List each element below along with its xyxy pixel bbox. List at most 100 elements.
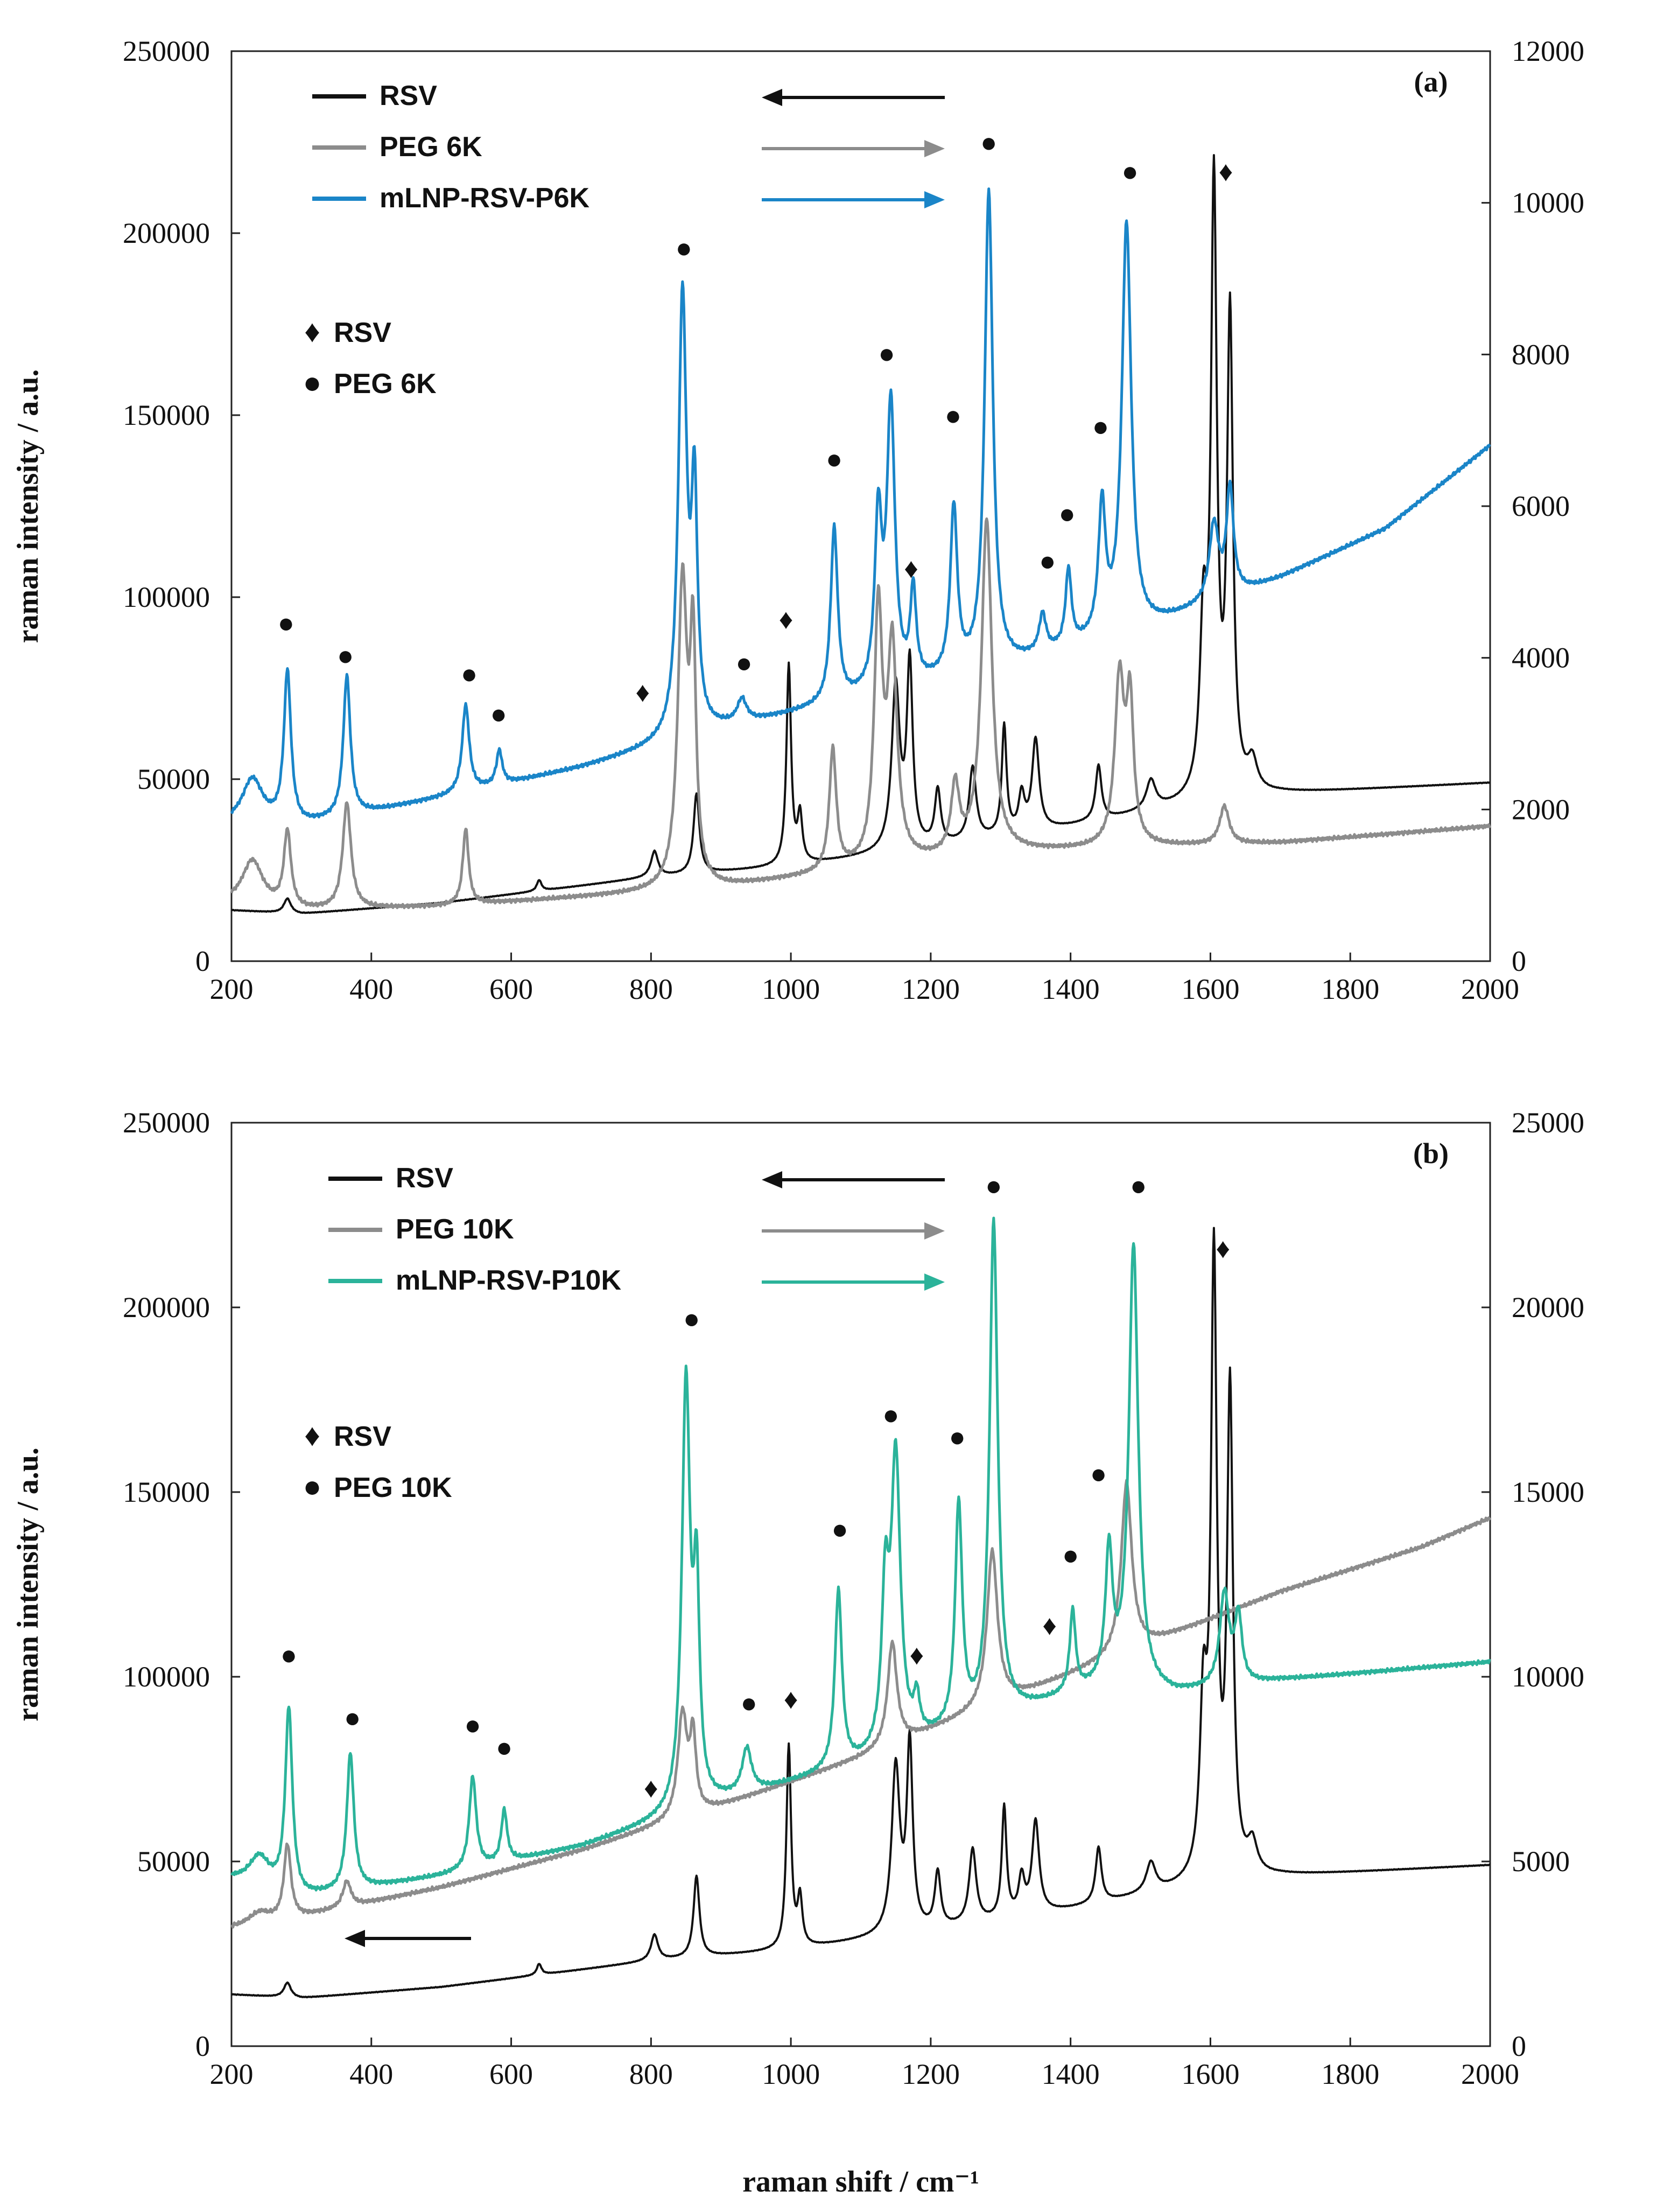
series-line-peg-6k	[230, 517, 1492, 909]
plot-frame	[230, 50, 1491, 962]
legend-rsv-label: RSV	[396, 1163, 453, 1194]
peg-peak-marker: ●	[337, 640, 354, 671]
y-axis-title: raman intensity / a.u.	[11, 1447, 45, 1721]
peg-peak-marker: ●	[740, 1688, 757, 1719]
x-tick-label: 1800	[1321, 973, 1379, 1005]
x-tick-label: 1200	[902, 2058, 960, 2090]
panel-label: (b)	[1413, 1137, 1449, 1170]
arrow-head	[924, 140, 945, 157]
marker-legend-symbol: ●	[303, 365, 321, 400]
peg-peak-marker: ●	[344, 1702, 361, 1733]
legend: RSV PEG 10K mLNP-RSV-P10K	[328, 1163, 945, 1296]
rsv-peak-marker: ♦	[1042, 1610, 1057, 1641]
y-right-tick-label: 25000	[1512, 1107, 1584, 1139]
marker-legend: ♦ RSV ● PEG 10K	[303, 1418, 452, 1504]
y-right-tick-label: 4000	[1512, 642, 1570, 674]
rsv-peak-marker: ♦	[910, 1640, 924, 1671]
y-right-tick-label: 20000	[1512, 1291, 1584, 1324]
series-line-mlnp-rsv-p6k	[230, 187, 1491, 819]
y-right-tick-label: 6000	[1512, 490, 1570, 522]
arrow-head	[762, 1171, 782, 1188]
rsv-peak-marker: ♦	[784, 1684, 798, 1715]
legend-rsv-label: RSV	[380, 80, 437, 111]
x-tick-label: 200	[210, 2058, 254, 2090]
peg-peak-marker: ●	[1092, 411, 1109, 442]
series-line-peg-10k	[230, 1479, 1492, 1929]
peg-peak-marker: ●	[945, 400, 961, 431]
legend-mlnp-rsv-p10k-label: mLNP-RSV-P10K	[396, 1265, 621, 1296]
y-right-tick-label: 2000	[1512, 793, 1570, 825]
legend-rsv-axis-arrow	[762, 1171, 945, 1188]
peg-peak-marker: ●	[1062, 1540, 1079, 1571]
peg-peak-marker: ●	[1090, 1459, 1107, 1490]
peg-peak-marker: ●	[980, 127, 997, 158]
peg-peak-marker: ●	[949, 1422, 966, 1453]
y-right-tick-label: 12000	[1512, 35, 1584, 67]
legend-mlnp-rsv-p6k-axis-arrow	[762, 191, 945, 208]
y-left-tick-label: 100000	[123, 581, 210, 613]
x-tick-label: 1000	[762, 2058, 820, 2090]
y-left-tick-label: 200000	[123, 217, 210, 249]
rsv-axis-arrow-inline	[345, 1930, 471, 1947]
peg-peak-marker: ●	[676, 233, 692, 264]
rsv-peak-marker: ♦	[779, 604, 794, 635]
x-tick-label: 2000	[1461, 973, 1519, 1005]
legend-mlnp-rsv-p6k-label: mLNP-RSV-P6K	[380, 183, 590, 214]
x-tick-label: 800	[629, 2058, 673, 2090]
peg-peak-marker: ●	[831, 1514, 848, 1545]
peg-peak-marker: ●	[278, 607, 294, 639]
x-tick-label: 200	[210, 973, 254, 1005]
x-tick-label: 1400	[1042, 973, 1100, 1005]
x-tick-label: 1400	[1042, 2058, 1100, 2090]
marker-legend-label: PEG 10K	[334, 1472, 452, 1503]
peg-peak-marker: ●	[882, 1399, 899, 1431]
y-right-tick-label: 15000	[1512, 1476, 1584, 1508]
peg-peak-marker: ●	[683, 1304, 700, 1335]
y-right-tick-label: 8000	[1512, 338, 1570, 370]
x-tick-label: 800	[629, 973, 673, 1005]
x-tick-label: 1200	[902, 973, 960, 1005]
peg-peak-marker: ●	[490, 698, 507, 730]
rsv-peak-marker: ♦	[904, 553, 918, 584]
plot-frame	[230, 1122, 1491, 2047]
y-right-tick-label: 0	[1512, 945, 1526, 977]
arrow-head	[924, 1222, 945, 1240]
arrow-head	[345, 1930, 365, 1947]
peak-markers: ●●●●♦●●♦●●♦●●●●●● ♦	[278, 127, 1233, 730]
marker-legend-symbol: ●	[303, 1469, 321, 1504]
peg-peak-marker: ●	[826, 444, 842, 475]
rsv-peak-marker: ♦	[1216, 1233, 1231, 1264]
x-axis-title: raman shift / cm⁻¹	[742, 2165, 979, 2199]
arrow-head	[762, 89, 782, 106]
legend-peg-6k-axis-arrow	[762, 140, 945, 157]
x-tick-label: 1000	[762, 973, 820, 1005]
x-tick-label: 1600	[1181, 2058, 1239, 2090]
panel-a: 200 400 600 800 1000 1200 1400 1600 1800 20000500…	[11, 35, 1584, 1005]
y-left-tick-label: 200000	[123, 1291, 210, 1324]
x-tick-label: 400	[349, 973, 393, 1005]
marker-legend-label: PEG 6K	[334, 368, 437, 400]
x-tick-label: 2000	[1461, 2058, 1519, 2090]
x-tick-label: 1800	[1321, 2058, 1379, 2090]
marker-legend-symbol: ♦	[304, 314, 320, 349]
legend-peg-6k-label: PEG 6K	[380, 131, 482, 163]
x-tick-label: 400	[349, 2058, 393, 2090]
x-tick-label: 1600	[1181, 973, 1239, 1005]
panel-label: (a)	[1414, 66, 1448, 98]
peg-peak-marker: ●	[280, 1640, 297, 1671]
legend-rsv-axis-arrow	[762, 89, 945, 106]
marker-legend: ♦ RSV ● PEG 6K	[303, 314, 437, 400]
y-left-tick-label: 0	[195, 2030, 210, 2062]
y-right-tick-label: 10000	[1512, 1661, 1584, 1693]
peg-peak-marker: ●	[735, 648, 752, 679]
y-left-tick-label: 250000	[123, 1107, 210, 1139]
peg-peak-marker: ●	[496, 1732, 512, 1763]
peg-peak-marker: ●	[1039, 545, 1056, 577]
peg-peak-marker: ●	[1130, 1171, 1147, 1202]
y-left-tick-label: 100000	[123, 1661, 210, 1693]
legend-peg-10k-axis-arrow	[762, 1222, 945, 1240]
y-left-tick-label: 150000	[123, 1476, 210, 1508]
peg-peak-marker: ●	[878, 338, 895, 369]
marker-legend-label: RSV	[334, 317, 391, 348]
